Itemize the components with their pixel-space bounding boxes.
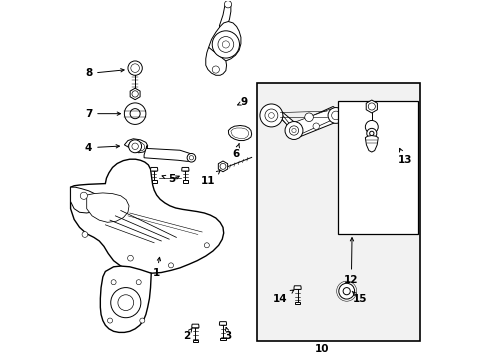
Bar [337, 101, 418, 234]
Circle shape [369, 131, 373, 135]
Circle shape [264, 109, 277, 122]
Circle shape [365, 121, 378, 134]
Circle shape [140, 318, 144, 323]
Polygon shape [151, 180, 156, 183]
Circle shape [366, 129, 376, 138]
Text: 2: 2 [183, 328, 192, 341]
Polygon shape [366, 100, 377, 113]
Circle shape [289, 126, 298, 135]
Polygon shape [294, 302, 300, 304]
Circle shape [127, 255, 133, 261]
Circle shape [82, 231, 88, 237]
Circle shape [218, 37, 233, 52]
Polygon shape [205, 47, 226, 75]
Circle shape [132, 143, 138, 149]
Polygon shape [100, 266, 151, 332]
Polygon shape [220, 338, 225, 340]
Circle shape [136, 280, 141, 285]
Polygon shape [219, 1, 230, 31]
Circle shape [327, 108, 343, 123]
Polygon shape [282, 107, 343, 137]
Text: 14: 14 [272, 290, 293, 304]
Circle shape [343, 288, 349, 295]
Circle shape [268, 113, 274, 118]
Polygon shape [124, 139, 147, 153]
Polygon shape [281, 109, 339, 136]
Polygon shape [218, 161, 227, 172]
Circle shape [224, 1, 231, 8]
Text: 1: 1 [153, 257, 160, 278]
Polygon shape [70, 159, 223, 273]
Polygon shape [219, 321, 226, 325]
Polygon shape [192, 340, 198, 342]
Polygon shape [365, 135, 378, 152]
Text: 5: 5 [162, 174, 175, 184]
Polygon shape [130, 88, 140, 100]
Circle shape [110, 288, 141, 318]
Circle shape [118, 295, 133, 311]
Circle shape [80, 192, 87, 199]
Circle shape [128, 61, 142, 75]
Text: 6: 6 [231, 144, 239, 159]
Circle shape [212, 31, 239, 58]
Text: 11: 11 [200, 171, 220, 186]
Circle shape [367, 103, 375, 110]
Polygon shape [150, 167, 157, 171]
Circle shape [212, 66, 219, 73]
Bar [257, 83, 419, 341]
Polygon shape [86, 193, 129, 222]
Circle shape [111, 280, 116, 285]
Text: 10: 10 [314, 344, 328, 354]
Circle shape [338, 283, 354, 299]
Text: 8: 8 [85, 68, 124, 78]
Circle shape [131, 64, 139, 72]
Text: 3: 3 [224, 327, 231, 341]
Circle shape [291, 129, 296, 133]
Circle shape [107, 318, 112, 323]
Text: 7: 7 [84, 109, 120, 119]
Circle shape [132, 91, 138, 97]
Polygon shape [230, 128, 248, 138]
Text: 13: 13 [397, 148, 411, 165]
Polygon shape [128, 141, 144, 151]
Circle shape [204, 243, 209, 248]
Circle shape [187, 153, 195, 162]
Circle shape [189, 156, 193, 160]
Polygon shape [208, 22, 241, 61]
Text: 12: 12 [344, 238, 358, 285]
Circle shape [304, 113, 313, 122]
Polygon shape [183, 180, 187, 183]
Circle shape [312, 123, 319, 130]
Circle shape [168, 263, 173, 268]
Polygon shape [228, 126, 251, 140]
Circle shape [222, 41, 229, 48]
Polygon shape [191, 324, 199, 328]
Circle shape [128, 140, 142, 153]
Text: 9: 9 [237, 97, 247, 107]
Polygon shape [70, 187, 101, 213]
Circle shape [130, 109, 140, 119]
Circle shape [124, 103, 145, 125]
Polygon shape [144, 145, 195, 161]
Text: 15: 15 [351, 291, 366, 304]
Circle shape [260, 104, 282, 127]
Text: 4: 4 [84, 143, 119, 153]
Circle shape [331, 111, 340, 120]
Polygon shape [182, 167, 188, 171]
Circle shape [220, 163, 225, 169]
Polygon shape [293, 286, 301, 289]
Circle shape [285, 122, 303, 139]
